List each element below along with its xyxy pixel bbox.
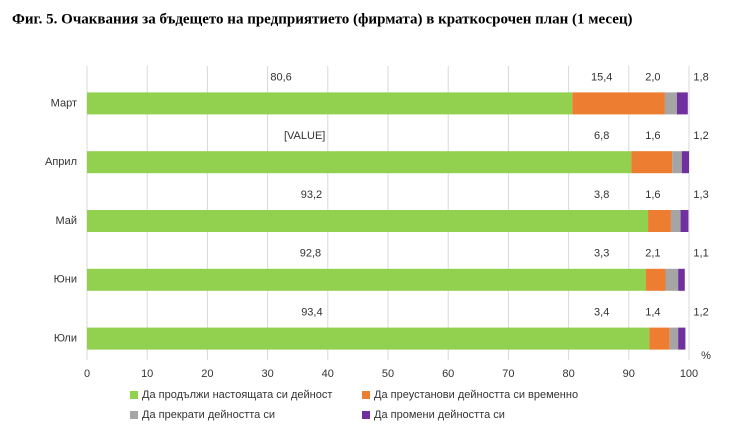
bar-segment — [665, 268, 679, 291]
data-label: 6,8 — [594, 130, 609, 142]
bar-segment — [648, 210, 671, 232]
legend-swatch — [362, 411, 370, 419]
x-tick-label: 20 — [201, 368, 213, 380]
y-tick-label: Май — [55, 215, 77, 227]
bar-segment — [676, 92, 688, 115]
x-tick-label: 0 — [84, 368, 90, 380]
bar-segment — [681, 151, 689, 174]
data-label: 93,4 — [301, 307, 322, 319]
bar-segment — [678, 327, 686, 350]
data-label: 15,4 — [591, 71, 612, 83]
data-label: 92,8 — [300, 248, 321, 260]
bar-segment — [87, 151, 632, 174]
x-tick-label: 10 — [141, 368, 153, 380]
legend-label: Да преустанови дейността си временно — [374, 389, 578, 401]
bar-segment — [87, 210, 649, 232]
legend-swatch — [130, 391, 138, 399]
bar-segment — [572, 92, 665, 115]
y-tick-label: Юли — [54, 333, 77, 345]
bar-segment — [87, 327, 650, 350]
data-label: 1,3 — [693, 189, 708, 201]
bar-segment — [87, 92, 573, 115]
data-label: 2,0 — [645, 71, 660, 83]
bar-segment — [669, 327, 679, 350]
data-label: 93,2 — [301, 189, 322, 201]
y-tick-label: Юни — [54, 274, 77, 286]
bar-segment — [649, 327, 670, 350]
legend-swatch — [362, 391, 370, 399]
x-tick-label: 30 — [261, 368, 273, 380]
data-label: 1,8 — [693, 71, 708, 83]
y-tick-label: Март — [51, 97, 77, 109]
data-label: 3,4 — [594, 307, 609, 319]
bar-segment — [631, 151, 673, 174]
legend-label: Да прекрати дейността си — [142, 409, 275, 421]
bar-segment — [87, 268, 646, 291]
legend-label: Да продължи настоящата си дейност — [142, 389, 332, 401]
y-tick-label: Април — [45, 156, 77, 168]
data-label: 1,1 — [693, 248, 708, 260]
data-label: 80,6 — [270, 71, 291, 83]
x-unit-label: % — [701, 350, 711, 362]
legend-swatch — [130, 411, 138, 419]
x-tick-label: 50 — [382, 368, 394, 380]
data-label: 1,2 — [693, 130, 708, 142]
data-label: 3,8 — [594, 189, 609, 201]
x-tick-label: 100 — [680, 368, 698, 380]
bar-segment — [672, 151, 682, 174]
data-label: 2,1 — [645, 248, 660, 260]
data-label: 3,3 — [594, 248, 609, 260]
data-label: 1,6 — [645, 189, 660, 201]
chart-title: Фиг. 5. Очаквания за бъдещето на предпри… — [12, 11, 633, 27]
bar-segment — [645, 268, 666, 291]
bar-segment — [664, 92, 677, 115]
bar-segment — [670, 210, 681, 232]
data-label: 1,4 — [645, 307, 660, 319]
x-tick-label: 70 — [502, 368, 514, 380]
bar-segment — [680, 210, 689, 232]
bar-segment — [678, 268, 685, 291]
x-tick-label: 40 — [322, 368, 334, 380]
x-tick-label: 90 — [623, 368, 635, 380]
data-label: 1,2 — [693, 307, 708, 319]
x-tick-label: 60 — [442, 368, 454, 380]
data-label: 1,6 — [645, 130, 660, 142]
legend-label: Да промени дейността си — [374, 409, 505, 421]
x-tick-label: 80 — [562, 368, 574, 380]
data-label: [VALUE] — [284, 130, 325, 142]
